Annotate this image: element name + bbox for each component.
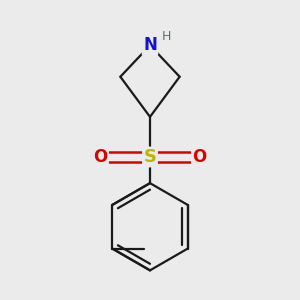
Text: O: O: [192, 148, 207, 166]
Text: N: N: [143, 36, 157, 54]
Text: O: O: [93, 148, 108, 166]
Text: S: S: [143, 148, 157, 166]
Text: H: H: [162, 30, 171, 43]
